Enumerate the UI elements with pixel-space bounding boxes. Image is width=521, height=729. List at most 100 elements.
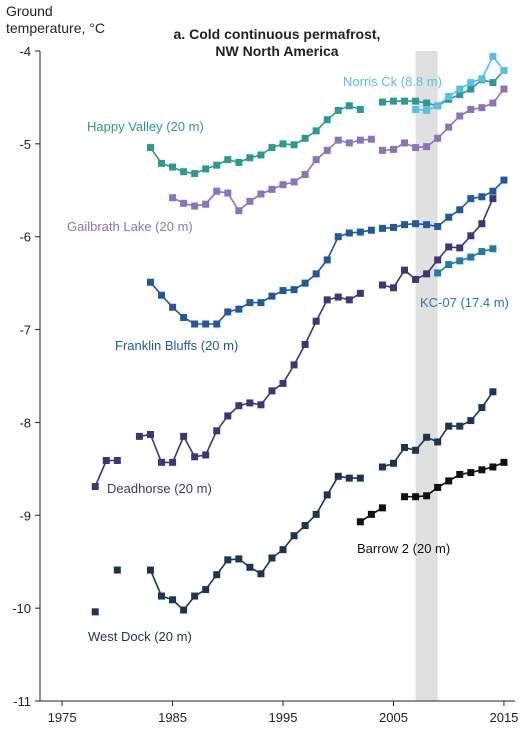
data-point (356, 518, 364, 526)
data-point (489, 245, 497, 253)
data-point (257, 299, 265, 307)
y-tick-label: -5 (19, 137, 31, 152)
data-point (412, 493, 420, 501)
data-point (401, 266, 409, 274)
data-point (467, 232, 475, 240)
data-point (312, 156, 320, 164)
data-point (389, 223, 397, 231)
data-point (268, 387, 276, 395)
data-point (191, 170, 199, 178)
data-point (345, 296, 353, 304)
data-point (489, 99, 497, 107)
data-point (180, 314, 188, 321)
data-point (378, 98, 386, 106)
data-point (180, 432, 188, 440)
x-tick-label: 1995 (269, 710, 298, 725)
data-point (191, 202, 199, 210)
data-point (323, 116, 331, 124)
data-point (246, 197, 254, 205)
data-point (224, 556, 232, 564)
data-point (467, 106, 475, 113)
data-point (235, 207, 243, 215)
label-kc-07: KC-07 (17.4 m) (420, 295, 509, 310)
data-point (378, 463, 386, 471)
data-point (213, 571, 221, 579)
data-point (467, 469, 475, 477)
shaded-band (415, 51, 438, 701)
data-point (478, 404, 486, 412)
series-line (404, 461, 505, 498)
data-point (323, 146, 331, 154)
data-point (478, 193, 486, 201)
data-point (301, 134, 309, 142)
data-point (180, 199, 188, 207)
data-point (257, 190, 265, 198)
data-point (224, 308, 232, 316)
label-deadhorse: Deadhorse (20 m) (107, 481, 212, 496)
data-point (401, 139, 409, 147)
data-point (489, 53, 497, 61)
data-point (423, 99, 431, 107)
series-barrow-2-20-m (356, 458, 508, 526)
data-point (356, 106, 364, 113)
label-norris-ck: Norris Ck (8.8 m) (343, 74, 442, 89)
x-tick-label: 2015 (489, 710, 518, 725)
data-point (113, 457, 121, 464)
series-line (139, 292, 361, 464)
data-point (301, 279, 309, 287)
label-barrow-2: Barrow 2 (20 m) (357, 541, 450, 556)
data-point (500, 176, 508, 184)
data-point (445, 261, 453, 269)
data-point (489, 195, 497, 203)
data-point (235, 402, 243, 410)
data-point (268, 144, 276, 152)
data-point (279, 287, 287, 295)
data-point (456, 85, 464, 93)
data-point (378, 146, 386, 154)
data-point (367, 226, 375, 234)
data-point (356, 474, 364, 482)
data-point (467, 85, 475, 93)
data-point (202, 200, 210, 208)
y-tick-label: -10 (12, 601, 31, 616)
series-line (149, 104, 361, 175)
data-point (445, 123, 453, 131)
y-tick-label: -8 (19, 415, 31, 430)
data-point (401, 493, 409, 501)
data-point (423, 492, 431, 500)
data-point (456, 206, 464, 214)
data-point (246, 399, 254, 407)
series-franklin-bluffs-20-m (146, 176, 508, 328)
data-point (434, 102, 442, 110)
data-point (191, 320, 199, 328)
chart-subtitle: NW North America (215, 43, 338, 59)
data-point (356, 289, 364, 297)
data-point (268, 185, 276, 193)
x-tick-label: 1975 (48, 710, 77, 725)
data-point (135, 432, 143, 440)
data-point (169, 194, 177, 202)
data-point (213, 320, 221, 328)
data-point (478, 104, 486, 112)
series-deadhorse-20-m (91, 195, 497, 490)
data-point (401, 221, 409, 229)
data-point (246, 563, 254, 571)
data-point (378, 224, 386, 232)
series-gailbrath-lake-20-m (169, 85, 508, 215)
data-point (312, 127, 320, 135)
series-norris-ck-8-8-m (412, 53, 508, 114)
data-point (434, 134, 442, 142)
data-point (312, 317, 320, 325)
data-point (334, 106, 342, 114)
data-point (334, 472, 342, 480)
data-point (169, 458, 177, 466)
data-point (323, 256, 331, 264)
data-point (279, 181, 287, 189)
data-point (279, 379, 287, 387)
series-line (382, 179, 505, 230)
data-point (268, 554, 276, 562)
data-point (169, 163, 177, 171)
data-point (235, 158, 243, 166)
data-point (378, 504, 386, 512)
data-point (467, 79, 475, 87)
